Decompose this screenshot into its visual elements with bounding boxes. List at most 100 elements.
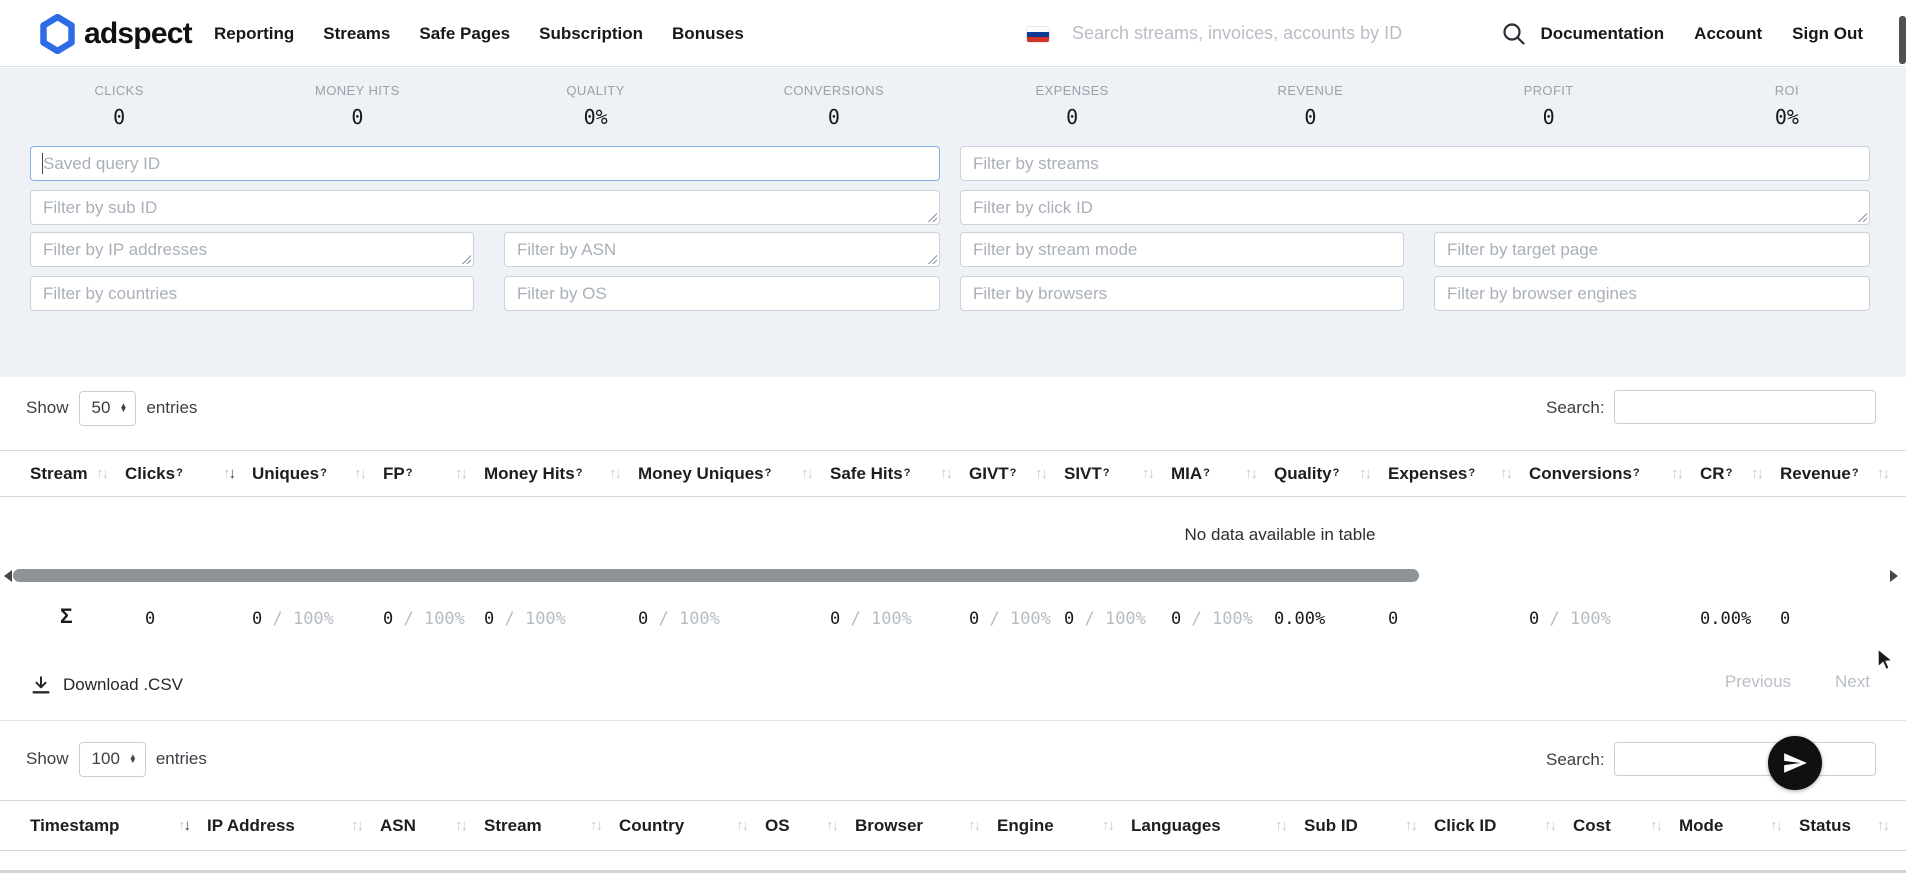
sort-icon[interactable]: ↑ ↓ — [1671, 465, 1684, 482]
sort-icon[interactable]: ↑ ↓ — [1359, 465, 1372, 482]
target-page-filter-input[interactable] — [1434, 232, 1870, 267]
global-search-input[interactable] — [1072, 16, 1472, 51]
saved-query-field[interactable] — [30, 146, 940, 181]
engines-filter-input[interactable] — [1434, 276, 1870, 311]
saved-query-input[interactable] — [30, 146, 940, 181]
sort-icon[interactable]: ↑ ↓ — [1035, 465, 1048, 482]
asn-filter-field[interactable] — [504, 232, 940, 267]
asn-filter-input[interactable] — [504, 232, 940, 267]
sort-icon[interactable]: ↑ ↓ — [1275, 817, 1288, 834]
help-superscript[interactable]: ? — [320, 466, 327, 479]
column-header[interactable]: Safe Hits? ↑ ↓ — [830, 451, 969, 496]
column-header[interactable]: FP? ↑ ↓ — [383, 451, 484, 496]
sort-icon[interactable]: ↑ ↓ — [1650, 817, 1663, 834]
stream-mode-filter-field[interactable] — [960, 232, 1404, 267]
column-header[interactable]: Money Hits? ↑ ↓ — [484, 451, 638, 496]
sort-icon[interactable]: ↑ ↓ — [1770, 817, 1783, 834]
sort-icon[interactable]: ↑ ↓ — [1245, 465, 1258, 482]
page-scrollbar-thumb[interactable] — [1899, 16, 1906, 64]
help-superscript[interactable]: ? — [1468, 466, 1476, 479]
scroll-right-arrow-icon[interactable] — [1890, 570, 1898, 582]
column-header[interactable]: Languages ↑ ↓ — [1131, 801, 1304, 850]
click-id-filter-input[interactable] — [960, 190, 1870, 225]
streams-filter-field[interactable] — [960, 146, 1870, 181]
table1-hscrollbar[interactable] — [0, 568, 1906, 584]
help-superscript[interactable]: ? — [405, 466, 413, 479]
column-header[interactable]: CR? ↑ ↓ — [1700, 451, 1780, 496]
help-superscript[interactable]: ? — [1203, 466, 1210, 479]
help-superscript[interactable]: ? — [1009, 466, 1017, 479]
column-header[interactable]: Engine ↑ ↓ — [997, 801, 1131, 850]
table2-length-select[interactable]: 100 ▲ ▼ — [78, 741, 146, 777]
sort-icon[interactable]: ↑ ↓ — [609, 465, 622, 482]
column-header[interactable]: Mode ↑ ↓ — [1679, 801, 1799, 850]
sort-icon[interactable]: ↑ ↓ — [354, 465, 367, 482]
sort-icon[interactable]: ↑ ↓ — [223, 465, 236, 482]
ip-filter-input[interactable] — [30, 232, 474, 267]
sub-id-filter-field[interactable] — [30, 190, 940, 225]
column-header[interactable]: Stream ↑ ↓ — [30, 451, 125, 496]
sort-icon[interactable]: ↑ ↓ — [736, 817, 749, 834]
sort-icon[interactable]: ↑ ↓ — [1102, 817, 1115, 834]
telegram-button[interactable] — [1768, 736, 1822, 790]
download-csv-button[interactable]: Download .CSV — [30, 674, 183, 696]
help-superscript[interactable]: ? — [1725, 466, 1733, 479]
nav-link[interactable]: Account — [1694, 23, 1763, 43]
sort-icon[interactable]: ↑ ↓ — [590, 817, 603, 834]
russian-flag-icon[interactable] — [1027, 27, 1049, 42]
column-header[interactable]: Country ↑ ↓ — [619, 801, 765, 850]
help-superscript[interactable]: ? — [764, 466, 772, 479]
help-superscript[interactable]: ? — [1332, 466, 1340, 479]
column-header[interactable]: Uniques? ↑ ↓ — [252, 451, 383, 496]
sort-icon[interactable]: ↑ ↓ — [940, 465, 953, 482]
table1-search-input[interactable] — [1614, 390, 1876, 424]
nav-link[interactable]: Subscription — [539, 23, 644, 43]
sort-icon[interactable]: ↑ ↓ — [1544, 817, 1557, 834]
sort-icon[interactable]: ↑ ↓ — [801, 465, 814, 482]
scroll-left-arrow-icon[interactable] — [4, 570, 12, 582]
resize-grip-icon[interactable] — [1856, 211, 1867, 222]
column-header[interactable]: Timestamp ↑ ↓ — [30, 801, 207, 850]
sort-icon[interactable]: ↑ ↓ — [96, 465, 109, 482]
help-superscript[interactable]: ? — [903, 466, 911, 479]
sort-icon[interactable]: ↑ ↓ — [1405, 817, 1418, 834]
column-header[interactable]: Click ID ↑ ↓ — [1434, 801, 1573, 850]
nav-link[interactable]: Streams — [323, 23, 391, 43]
os-filter-field[interactable] — [504, 276, 940, 311]
nav-link[interactable]: Sign Out — [1792, 23, 1863, 43]
nav-link[interactable]: Reporting — [214, 23, 295, 43]
sort-icon[interactable]: ↑ ↓ — [826, 817, 839, 834]
sort-icon[interactable]: ↑ ↓ — [1751, 465, 1764, 482]
resize-grip-icon[interactable] — [926, 253, 937, 264]
table2-search-input[interactable] — [1614, 742, 1876, 776]
column-header[interactable]: Conversions? ↑ ↓ — [1529, 451, 1700, 496]
os-filter-input[interactable] — [504, 276, 940, 311]
column-header[interactable]: Money Uniques? ↑ ↓ — [638, 451, 830, 496]
stream-mode-filter-input[interactable] — [960, 232, 1404, 267]
column-header[interactable]: GIVT? ↑ ↓ — [969, 451, 1064, 496]
streams-filter-input[interactable] — [960, 146, 1870, 181]
engines-filter-field[interactable] — [1434, 276, 1870, 311]
column-header[interactable]: MIA? ↑ ↓ — [1171, 451, 1274, 496]
column-header[interactable]: Stream ↑ ↓ — [484, 801, 619, 850]
sub-id-filter-input[interactable] — [30, 190, 940, 225]
sort-icon[interactable]: ↑ ↓ — [178, 817, 191, 834]
help-superscript[interactable]: ? — [1851, 466, 1859, 479]
column-header[interactable]: ASN ↑ ↓ — [380, 801, 484, 850]
column-header[interactable]: Revenue? ↑ ↓ — [1780, 451, 1906, 496]
column-header[interactable]: IP Address ↑ ↓ — [207, 801, 380, 850]
sort-icon[interactable]: ↑ ↓ — [1877, 465, 1890, 482]
sort-icon[interactable]: ↑ ↓ — [455, 465, 468, 482]
column-header[interactable]: Cost ↑ ↓ — [1573, 801, 1679, 850]
sort-icon[interactable]: ↑ ↓ — [1877, 817, 1890, 834]
search-icon[interactable] — [1501, 21, 1527, 47]
help-superscript[interactable]: ? — [575, 466, 583, 479]
nav-link[interactable]: Safe Pages — [419, 23, 511, 43]
sort-icon[interactable]: ↑ ↓ — [1142, 465, 1155, 482]
sort-icon[interactable]: ↑ ↓ — [1500, 465, 1513, 482]
nav-link[interactable]: Bonuses — [672, 23, 744, 43]
resize-grip-icon[interactable] — [926, 211, 937, 222]
sort-icon[interactable]: ↑ ↓ — [968, 817, 981, 834]
ip-filter-field[interactable] — [30, 232, 474, 267]
nav-link[interactable]: Documentation — [1540, 23, 1665, 43]
